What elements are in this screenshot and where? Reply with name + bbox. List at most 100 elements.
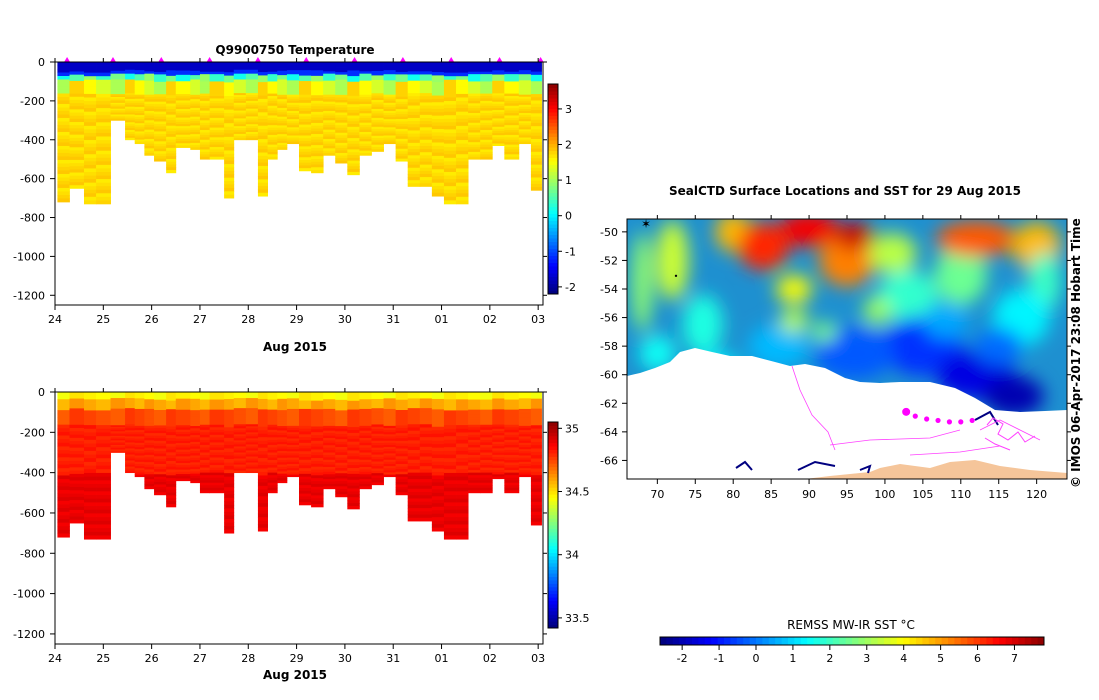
profile-cell bbox=[419, 446, 433, 451]
profile-cell bbox=[383, 411, 397, 414]
profile-cell bbox=[199, 477, 211, 481]
profile-cell bbox=[530, 78, 542, 82]
profile-column bbox=[371, 62, 384, 152]
profile-cell bbox=[96, 392, 111, 397]
profile-cell bbox=[431, 135, 445, 140]
profile-cell bbox=[468, 147, 481, 150]
profile-cell bbox=[277, 416, 288, 420]
profile-cell bbox=[383, 131, 397, 134]
profile-cell bbox=[383, 415, 397, 418]
profile-cell bbox=[323, 430, 336, 434]
profile-cell bbox=[286, 404, 300, 408]
profile-cell bbox=[480, 76, 493, 80]
profile-cell bbox=[224, 170, 235, 175]
profile-cell bbox=[335, 132, 348, 136]
profile-cell bbox=[166, 432, 177, 436]
profile-cell bbox=[456, 517, 469, 522]
colorbar-segment bbox=[967, 637, 975, 645]
profile-cell bbox=[83, 157, 97, 162]
profile-cell bbox=[383, 430, 397, 433]
profile-cell bbox=[286, 110, 300, 114]
profile-cell bbox=[299, 482, 312, 486]
profile-cell bbox=[383, 74, 397, 77]
profile-cell bbox=[347, 115, 360, 119]
profile-cell bbox=[359, 138, 372, 142]
profile-cell bbox=[175, 443, 191, 446]
colorbar-segment bbox=[548, 487, 558, 492]
profile-cell bbox=[299, 493, 312, 497]
profile-cell bbox=[419, 139, 433, 144]
profile-cell bbox=[431, 192, 445, 197]
profile-cell bbox=[468, 427, 481, 431]
profile-cell bbox=[199, 142, 211, 146]
profile-cell bbox=[96, 62, 111, 66]
profile-cell bbox=[395, 133, 409, 137]
profile-cell bbox=[311, 414, 324, 419]
profile-cell bbox=[468, 62, 481, 65]
profile-cell bbox=[468, 86, 481, 90]
profile-cell bbox=[323, 62, 336, 65]
profile-cell bbox=[419, 404, 433, 409]
colorbar-segment bbox=[832, 637, 840, 645]
profile-cell bbox=[134, 110, 145, 114]
profile-cell bbox=[277, 112, 288, 115]
profile-cell bbox=[335, 444, 348, 448]
profile-cell bbox=[110, 413, 126, 416]
profile-cell bbox=[286, 434, 300, 437]
profile-cell bbox=[443, 161, 457, 166]
profile-cell bbox=[407, 105, 421, 110]
profile-cell bbox=[245, 422, 259, 425]
profile-cell bbox=[359, 394, 372, 398]
profile-cell bbox=[530, 126, 542, 130]
profile-cell bbox=[311, 67, 324, 71]
profile-cell bbox=[175, 420, 191, 424]
profile-cell bbox=[518, 90, 532, 94]
profile-cell bbox=[190, 448, 201, 452]
profile-cell bbox=[530, 468, 542, 473]
profile-cell bbox=[154, 399, 167, 403]
profile-cell bbox=[144, 466, 155, 470]
profile-cell bbox=[504, 62, 520, 65]
profile-cell bbox=[267, 81, 278, 85]
profile-cell bbox=[175, 136, 191, 140]
antarctic-land bbox=[627, 348, 1067, 479]
colorbar-segment bbox=[548, 525, 558, 529]
profile-cell bbox=[299, 496, 312, 500]
profile-cell bbox=[277, 99, 288, 102]
profile-cell bbox=[69, 169, 85, 173]
latitude-tick-label: -66 bbox=[600, 454, 618, 467]
profile-cell bbox=[311, 92, 324, 96]
y-tick-label: 0 bbox=[38, 386, 45, 399]
profile-cell bbox=[96, 491, 111, 496]
profile-cell bbox=[311, 122, 324, 127]
profile-cell bbox=[154, 445, 167, 449]
profile-cell bbox=[166, 469, 177, 473]
profile-cell bbox=[443, 132, 457, 137]
profile-cell bbox=[190, 398, 201, 402]
profile-cell bbox=[125, 462, 136, 465]
profile-cell bbox=[110, 98, 126, 101]
colorbar-segment bbox=[548, 428, 558, 433]
profile-cell bbox=[518, 72, 532, 75]
colorbar-segment bbox=[685, 637, 693, 645]
profile-cell bbox=[267, 432, 278, 436]
profile-cell bbox=[323, 92, 336, 96]
profile-cell bbox=[347, 138, 360, 142]
profile-cell bbox=[267, 91, 278, 94]
profile-cell bbox=[468, 79, 481, 82]
profile-cell bbox=[419, 121, 433, 125]
profile-column bbox=[277, 392, 288, 484]
salinity-profiles bbox=[57, 392, 542, 540]
profile-cell bbox=[407, 424, 421, 428]
profile-cell bbox=[144, 462, 155, 465]
profile-cell bbox=[125, 116, 136, 119]
profile-cell bbox=[166, 403, 177, 407]
profile-cell bbox=[224, 89, 235, 94]
profile-cell bbox=[245, 446, 259, 449]
profile-cell bbox=[224, 153, 235, 158]
profile-cell bbox=[57, 428, 70, 433]
profile-cell bbox=[277, 478, 288, 481]
profile-cell bbox=[96, 175, 111, 180]
profile-cell bbox=[224, 82, 235, 87]
profile-cell bbox=[245, 464, 259, 467]
